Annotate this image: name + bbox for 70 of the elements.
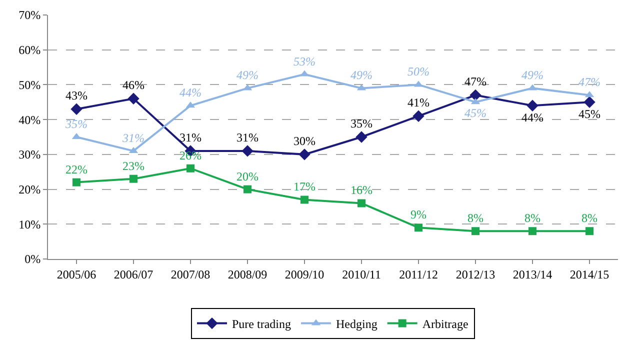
point [584, 96, 596, 108]
data-label: 47% [464, 74, 486, 89]
point [298, 148, 310, 160]
point [528, 227, 536, 236]
data-label: 47% [578, 75, 600, 90]
point [72, 178, 80, 186]
data-label: 43% [66, 88, 88, 102]
y-tick-label: 70% [18, 8, 41, 22]
data-label: 26% [180, 148, 202, 162]
data-label: 22% [66, 162, 88, 176]
data-label: 49% [522, 68, 544, 82]
y-tick-label: 10% [18, 217, 41, 232]
x-tick-label: 2014/15 [570, 267, 610, 282]
data-label: 45% [578, 106, 600, 121]
x-tick-label: 2012/13 [456, 267, 496, 282]
legend-label: Pure trading [232, 316, 291, 331]
data-label: 8% [468, 211, 484, 226]
point [244, 185, 252, 194]
data-label: 49% [350, 68, 372, 82]
point [186, 164, 194, 172]
data-label: 41% [408, 95, 430, 110]
y-tick-label: 20% [18, 182, 41, 196]
data-label: 44% [180, 86, 202, 100]
x-tick-label: 2010/11 [342, 267, 381, 282]
y-tick-label: 50% [18, 78, 41, 92]
point [472, 227, 480, 236]
y-tick-label: 40% [18, 112, 41, 127]
x-tick-label: 2013/14 [512, 267, 552, 282]
data-label: 9% [410, 208, 426, 222]
data-label: 49% [236, 68, 258, 82]
data-label: 23% [122, 158, 144, 173]
data-label: 31% [236, 130, 258, 144]
data-label: 30% [294, 134, 316, 148]
point [300, 196, 308, 204]
data-label: 53% [294, 54, 316, 68]
x-tick-label: 2007/08 [170, 267, 210, 282]
point [356, 131, 368, 143]
data-label: 45% [464, 106, 486, 120]
data-label: 35% [64, 117, 88, 131]
point [414, 224, 422, 232]
data-label: 50% [408, 64, 430, 79]
point [412, 110, 424, 122]
point [586, 227, 594, 236]
y-tick-label: 60% [18, 43, 41, 58]
point [128, 92, 140, 105]
x-tick-label: 2009/10 [284, 267, 324, 282]
point [130, 174, 138, 183]
point [526, 100, 538, 112]
data-label: 31% [180, 130, 202, 144]
x-tick-label: 2005/06 [56, 267, 96, 282]
x-tick-label: 2008/09 [228, 267, 268, 282]
legend-label: Arbitrage [422, 316, 468, 331]
data-label: 31% [122, 130, 144, 145]
point [70, 103, 82, 115]
y-tick-label: 30% [18, 148, 41, 162]
data-label: 8% [524, 211, 540, 226]
data-label: 35% [350, 116, 372, 130]
x-tick-label: 2006/07 [114, 267, 154, 282]
legend-label: Hedging [336, 316, 378, 331]
data-label: 46% [122, 78, 144, 92]
data-label: 17% [294, 180, 316, 194]
point [470, 89, 482, 102]
point [242, 145, 254, 157]
data-label: 20% [236, 169, 258, 184]
x-tick-label: 2011/12 [399, 267, 438, 282]
point [358, 199, 366, 208]
data-label: 16% [350, 183, 372, 198]
data-label: 44% [522, 110, 544, 124]
data-label: 8% [582, 211, 598, 226]
y-tick-label: 0% [24, 252, 41, 266]
